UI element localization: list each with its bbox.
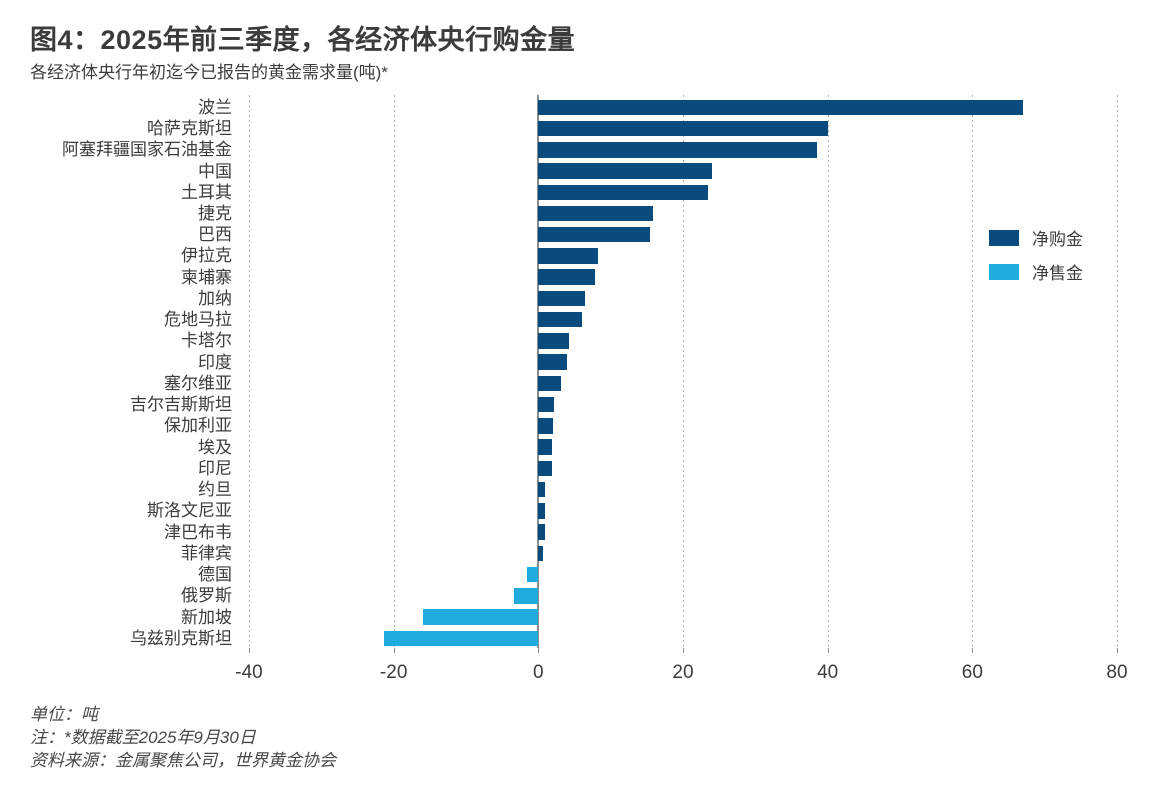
x-tick-label: -40 xyxy=(235,662,263,683)
gridline--20 xyxy=(393,95,395,648)
gridline-60 xyxy=(972,95,974,648)
category-label: 新加坡 xyxy=(181,607,232,627)
gridline-20 xyxy=(683,95,684,648)
data-cutoff-note: 注：*数据截至2025年9月30日 xyxy=(30,728,256,747)
x-axis-tick xyxy=(393,648,395,653)
x-tick-label: 20 xyxy=(672,662,694,683)
net-purchase-bar xyxy=(538,99,1023,116)
x-axis-tick xyxy=(1117,648,1118,653)
unit-note: 单位：吨 xyxy=(30,705,98,724)
net-sale-bar xyxy=(384,630,539,647)
category-label: 菲律宾 xyxy=(181,543,232,563)
category-label: 印度 xyxy=(198,352,232,372)
category-label: 吉尔吉斯斯坦 xyxy=(130,395,232,415)
category-label: 乌兹别克斯坦 xyxy=(130,628,232,648)
category-label: 卡塔尔 xyxy=(181,331,232,351)
gridline-40 xyxy=(827,95,829,648)
zero-axis-line xyxy=(537,95,540,648)
category-label: 捷克 xyxy=(198,204,232,223)
category-label: 德国 xyxy=(198,565,232,585)
legend-item: 净购金 xyxy=(989,229,1083,249)
x-axis-tick xyxy=(683,648,684,653)
x-axis-tick xyxy=(249,648,250,653)
x-tick-label: 40 xyxy=(817,662,839,683)
legend-label: 净购金 xyxy=(1032,230,1083,249)
category-label: 约旦 xyxy=(198,480,232,500)
source-note: 资料来源：金属聚焦公司，世界黄金协会 xyxy=(30,751,336,770)
net-purchase-bar xyxy=(538,248,598,264)
x-axis-tick xyxy=(538,648,540,653)
x-tick-label: 80 xyxy=(1106,662,1128,683)
net-sale-bar xyxy=(422,609,539,625)
category-label: 塞尔维亚 xyxy=(164,373,232,393)
footnotes: 单位：吨 注：*数据截至2025年9月30日 资料来源：金属聚焦公司，世界黄金协… xyxy=(30,703,336,772)
bar-chart-plot-area: 净购金净售金 -40 -20 0 20 40 60 80 波兰 哈萨克斯坦 阿塞拜疆国家石油基金中… xyxy=(62,95,1128,683)
net-sale-bar xyxy=(526,566,539,583)
category-label: 中国 xyxy=(198,161,232,181)
gridline-80 xyxy=(1117,95,1118,648)
x-tick-label: 0 xyxy=(533,662,544,683)
net-purchase-bar xyxy=(538,524,545,540)
x-tick-label: 60 xyxy=(961,662,983,683)
net-purchase-swatch xyxy=(989,229,1019,246)
net-purchase-bar xyxy=(538,375,562,392)
legend: 净购金 净售金 xyxy=(989,229,1083,297)
x-axis-tick xyxy=(827,648,829,653)
chart-title: 图4：2025年前三季度，各经济体央行购金量 xyxy=(30,25,576,55)
x-tick-label: -20 xyxy=(379,662,408,683)
net-purchase-bar xyxy=(538,354,567,370)
net-purchase-bar xyxy=(538,396,554,413)
net-purchase-bar xyxy=(538,418,553,434)
net-purchase-bar xyxy=(538,205,653,222)
category-label: 土耳其 xyxy=(181,182,232,202)
net-purchase-bar xyxy=(538,545,544,562)
net-purchase-bar xyxy=(538,460,553,477)
category-label: 津巴布韦 xyxy=(164,522,232,542)
category-label: 斯洛文尼亚 xyxy=(147,501,232,521)
net-purchase-bar xyxy=(538,184,709,200)
net-purchase-bar xyxy=(538,142,817,158)
net-purchase-bar xyxy=(538,481,545,498)
category-label: 哈萨克斯坦 xyxy=(147,119,232,139)
category-label: 俄罗斯 xyxy=(181,586,232,606)
chart-subtitle: 各经济体央行年初迄今已报告的黄金需求量(吨)* xyxy=(30,63,388,82)
net-purchase-bar xyxy=(538,120,828,137)
net-sale-bar xyxy=(514,588,539,604)
category-label: 危地马拉 xyxy=(164,310,232,330)
net-purchase-bar xyxy=(538,311,583,328)
net-purchase-bar xyxy=(538,439,553,455)
gridline--40 xyxy=(249,95,250,648)
category-label: 保加利亚 xyxy=(164,416,232,436)
net-purchase-bar xyxy=(538,333,570,349)
category-label: 伊拉克 xyxy=(181,246,232,266)
category-label: 阿塞拜疆国家石油基金 xyxy=(62,140,232,160)
net-purchase-bar xyxy=(538,269,596,285)
legend-item: 净售金 xyxy=(989,263,1083,283)
x-axis-tick xyxy=(972,648,974,653)
category-label: 埃及 xyxy=(198,437,232,457)
legend-label: 净售金 xyxy=(1032,264,1083,283)
net-sale-swatch xyxy=(989,263,1019,280)
net-purchase-bar xyxy=(538,226,651,243)
net-purchase-bar xyxy=(538,290,586,307)
category-label: 波兰 xyxy=(198,97,232,117)
category-label: 加纳 xyxy=(198,288,232,308)
net-purchase-bar xyxy=(538,503,545,519)
category-label: 巴西 xyxy=(198,225,232,245)
net-purchase-bar xyxy=(538,163,712,179)
category-label: 柬埔寨 xyxy=(181,267,232,287)
category-label: 印尼 xyxy=(198,458,232,478)
